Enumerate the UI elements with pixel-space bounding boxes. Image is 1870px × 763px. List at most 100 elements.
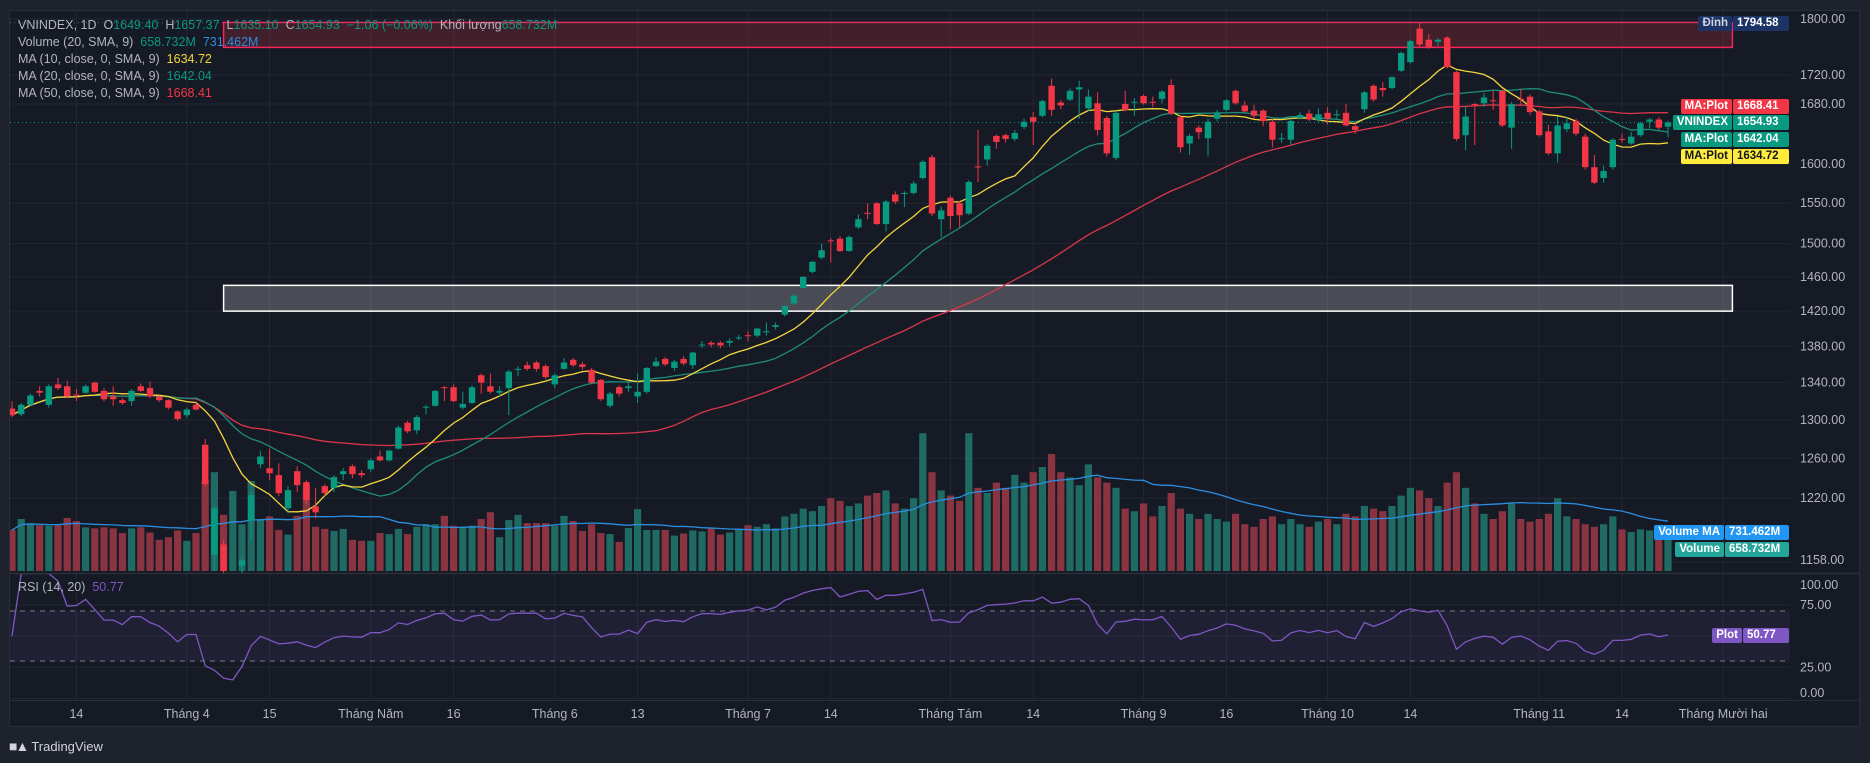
candle-body [1057, 102, 1064, 106]
candle-body [1232, 90, 1239, 104]
candle-body [1195, 127, 1202, 133]
volume-bar [1204, 513, 1212, 571]
time-tick-label: Tháng 9 [1121, 707, 1167, 721]
rsi-badge: Plot 50.77 [1712, 628, 1789, 643]
volume-bar [1268, 516, 1276, 571]
volume-bar [1305, 526, 1313, 571]
candle-body [938, 210, 945, 220]
legend-symbol-row[interactable]: VNINDEX, 1D O1649.40 H1657.37 L1635.10 C… [18, 17, 557, 34]
close-label: C [285, 18, 295, 32]
candle-body [910, 183, 917, 193]
candle-body [450, 387, 457, 402]
volume-bar [54, 525, 62, 571]
volume-bar [1186, 513, 1194, 571]
volume-bar [588, 524, 596, 571]
volume-bar [36, 525, 44, 571]
candle-body [275, 475, 282, 494]
volume-indicator-label[interactable]: Volume (20, SMA, 9) [18, 35, 134, 49]
ma50-badge-value: 1668.41 [1733, 99, 1789, 114]
candle-body [708, 342, 715, 345]
volume-bar [1471, 503, 1479, 571]
candle-body [468, 387, 476, 403]
tradingview-logo-icon: ■▲ [9, 738, 29, 754]
candle-body [754, 328, 761, 336]
volume-bar [753, 526, 761, 571]
time-tick-label: Tháng 7 [725, 707, 771, 721]
price-tick-label: 1600.00 [1800, 157, 1845, 171]
candle-body [73, 394, 80, 396]
volume-bar [1351, 516, 1359, 571]
legend-ma50-row[interactable]: MA (50, close, 0, SMA, 9) 1668.41 [18, 85, 557, 102]
candle-body [156, 396, 163, 401]
candle-body [432, 390, 439, 406]
volume-bar [155, 539, 163, 571]
price-tick-label: 1550.00 [1800, 196, 1845, 210]
candle-body [524, 365, 531, 369]
ma50-tag: MA:Plot [1680, 99, 1732, 114]
volume-bar [496, 537, 504, 571]
candle-body [846, 237, 853, 252]
tradingview-logo-text: TradingView [31, 738, 103, 754]
volume-bar [192, 533, 200, 571]
volume-bar [744, 525, 752, 571]
candle-body [1287, 120, 1294, 140]
legend-ma10-row[interactable]: MA (10, close, 0, SMA, 9) 1634.72 [18, 51, 557, 68]
candle-body [1370, 85, 1377, 100]
volume-bar [542, 523, 550, 571]
candle-body [827, 240, 834, 242]
candle-body [349, 466, 356, 475]
time-tick-label: 15 [263, 707, 277, 721]
volume-bar [367, 540, 375, 571]
volume-bar [1314, 521, 1322, 571]
candle-body [1140, 95, 1147, 104]
ma50-label[interactable]: MA (50, close, 0, SMA, 9) [18, 86, 160, 100]
rsi-legend[interactable]: RSI (14, 20) 50.77 [18, 580, 124, 594]
candle-body [1434, 39, 1442, 42]
volume-bar [781, 516, 789, 571]
price-tick-label: 1460.00 [1800, 270, 1845, 284]
legend-ma20-row[interactable]: MA (20, close, 0, SMA, 9) 1642.04 [18, 68, 557, 85]
volume-bar [1103, 482, 1111, 571]
candle-body [340, 471, 347, 475]
candle-body [137, 386, 144, 391]
ma10-badge: MA:Plot 1634.72 [1680, 149, 1789, 164]
volume-bar [1590, 526, 1598, 571]
peak-badge: Đỉnh 1794.58 [1698, 16, 1789, 31]
volume-label: Khối lượng [439, 18, 502, 32]
ma20-label[interactable]: MA (20, close, 0, SMA, 9) [18, 69, 160, 83]
symbol-price-badge: VNINDEX 1654.93 [1672, 115, 1789, 130]
candle-body [367, 460, 374, 470]
candle-body [1278, 138, 1285, 140]
tradingview-logo[interactable]: ■▲ TradingView [9, 738, 103, 754]
legend-volume-row[interactable]: Volume (20, SMA, 9) 658.732M 731.462M [18, 34, 557, 51]
volume-bar [1360, 506, 1368, 571]
ma10-label[interactable]: MA (10, close, 0, SMA, 9) [18, 52, 160, 66]
volume-bar [762, 524, 770, 571]
candle-body [330, 477, 338, 489]
time-tick-label: Tháng 10 [1301, 707, 1354, 721]
volume-bar [799, 508, 807, 571]
candle-body [487, 386, 494, 392]
volume-bar [1544, 513, 1552, 571]
candle-body [781, 305, 788, 315]
candle-body [54, 384, 62, 389]
symbol-interval[interactable]: VNINDEX, 1D [18, 18, 97, 32]
candle-body [1388, 77, 1396, 88]
candle-body [625, 386, 632, 389]
candle-body [634, 391, 641, 397]
candle-body [192, 404, 200, 410]
time-tick-label: 14 [824, 707, 838, 721]
rsi-label[interactable]: RSI (14, 20) [18, 580, 86, 594]
candle-body [1214, 113, 1221, 119]
candle-body [376, 456, 384, 461]
candle-body [1563, 123, 1570, 130]
candle-body [1508, 103, 1515, 128]
candle-body [1444, 37, 1451, 68]
volume-bar [1324, 519, 1332, 571]
volume-bar [1452, 472, 1460, 571]
candle-body [1306, 113, 1313, 120]
volume-bar [376, 533, 384, 571]
volume-bar [864, 495, 872, 571]
volume-bar [1425, 498, 1433, 571]
